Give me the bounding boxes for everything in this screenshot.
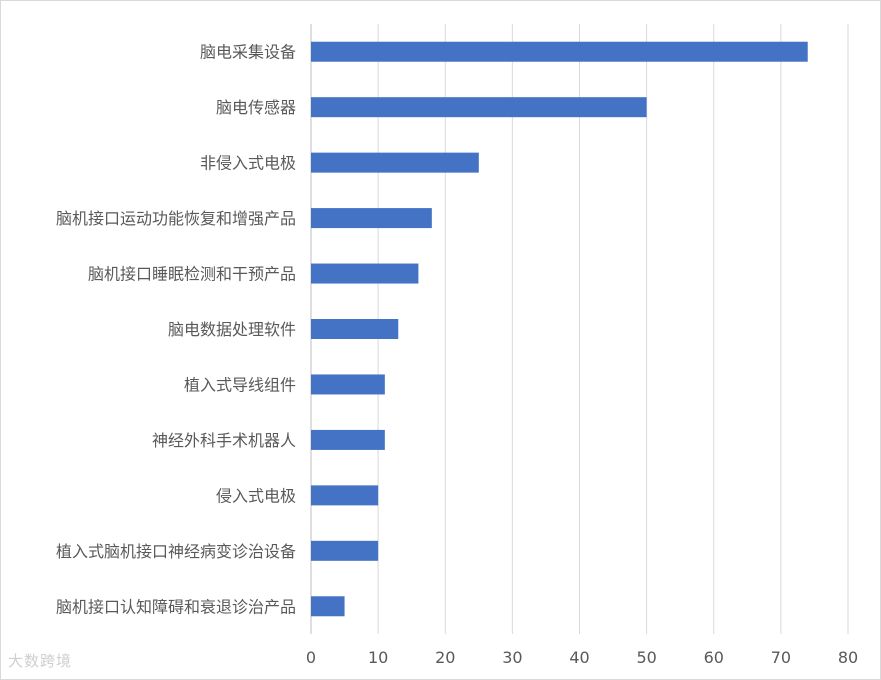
bar-10 <box>311 596 345 617</box>
bar-8 <box>311 485 379 506</box>
category-labels: 脑电采集设备脑电传感器非侵入式电极脑机接口运动功能恢复和增强产品脑机接口睡眠检测… <box>56 43 296 617</box>
category-label: 植入式导线组件 <box>184 375 296 394</box>
category-label: 植入式脑机接口神经病变诊治设备 <box>56 542 296 561</box>
bar-5 <box>311 319 399 339</box>
bar-0 <box>311 41 808 62</box>
category-label: 脑电采集设备 <box>200 43 296 62</box>
category-label: 脑机接口认知障碍和衰退诊治产品 <box>56 597 296 616</box>
x-tick-label: 50 <box>636 648 656 667</box>
watermark: 大数跨境 <box>8 652 73 670</box>
category-label: 非侵入式电极 <box>200 154 296 173</box>
bars <box>311 41 808 617</box>
x-tick-label: 60 <box>704 648 724 667</box>
bar-3 <box>311 208 432 229</box>
x-tick-label: 20 <box>435 648 455 667</box>
x-tick-label: 40 <box>569 648 589 667</box>
x-tick-label: 0 <box>306 648 316 667</box>
category-label: 神经外科手术机器人 <box>152 431 296 450</box>
x-tick-label: 80 <box>838 648 858 667</box>
category-label: 侵入式电极 <box>216 486 296 505</box>
category-label: 脑机接口睡眠检测和干预产品 <box>88 265 296 284</box>
x-tick-label: 10 <box>368 648 388 667</box>
bar-4 <box>311 263 419 284</box>
bar-6 <box>311 374 385 395</box>
category-label: 脑电传感器 <box>216 98 296 117</box>
x-tick-label: 70 <box>771 648 791 667</box>
bar-2 <box>311 152 479 173</box>
bar-1 <box>311 97 647 118</box>
category-label: 脑电数据处理软件 <box>168 320 296 339</box>
gridlines <box>310 24 849 634</box>
bar-7 <box>311 429 385 450</box>
x-axis-ticks: 0 10 20 30 40 50 60 70 80 <box>306 648 858 667</box>
category-label: 脑机接口运动功能恢复和增强产品 <box>56 209 296 228</box>
x-tick-label: 30 <box>502 648 522 667</box>
bar-9 <box>311 540 379 561</box>
